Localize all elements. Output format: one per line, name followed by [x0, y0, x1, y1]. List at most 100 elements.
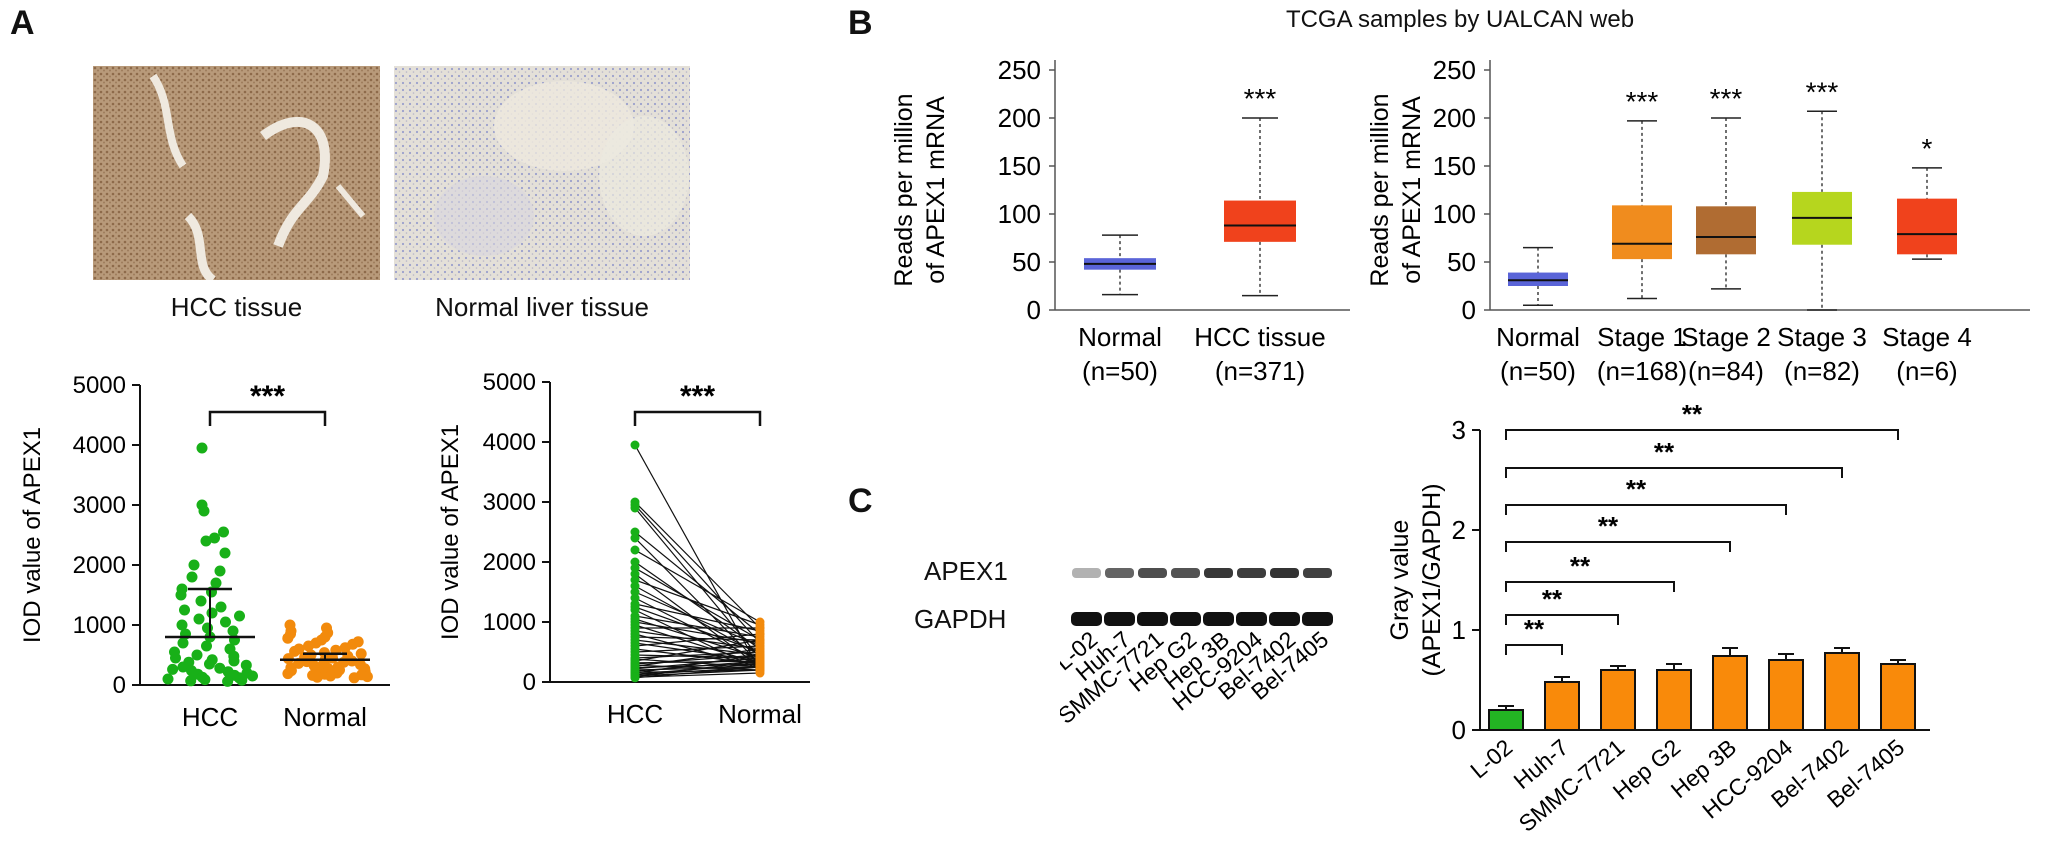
bar — [1712, 655, 1748, 731]
x-category-label: Normal — [283, 702, 367, 732]
data-point — [282, 632, 294, 644]
y-tick-label: 3000 — [73, 492, 126, 519]
significance-bracket — [1505, 614, 1619, 625]
data-point — [204, 658, 215, 670]
y-tick-label: 2000 — [73, 552, 126, 579]
data-point — [303, 640, 314, 652]
hcc-point — [630, 673, 640, 683]
hcc-tissue-caption: HCC tissue — [170, 292, 303, 322]
significance-label: *** — [1710, 83, 1743, 114]
data-point — [191, 649, 203, 661]
data-point — [355, 648, 367, 660]
data-point — [193, 613, 205, 625]
y-tick-label: 5000 — [483, 369, 536, 396]
pair-line — [634, 654, 761, 674]
data-point — [186, 571, 198, 583]
data-point — [188, 559, 200, 571]
iod-paired-chart: 0 1000 2000 3000 4000 5000 IOD value of APEX1 H… — [437, 369, 810, 729]
x-category-n: (n=371) — [1215, 356, 1305, 386]
hcc-point — [630, 440, 640, 450]
pair-line — [634, 561, 761, 650]
x-category-label: Normal — [718, 699, 802, 729]
y-tick-label: 2 — [1452, 515, 1466, 545]
y-tick-label: 0 — [1452, 715, 1466, 745]
significance-label: ** — [1626, 474, 1647, 504]
bar — [1768, 659, 1804, 731]
apex1-band — [1171, 568, 1200, 578]
y-tick-label: 100 — [1433, 199, 1476, 229]
y-tick-label: 50 — [1447, 247, 1476, 277]
x-category-n: (n=6) — [1896, 356, 1957, 386]
y-tick-label: 2000 — [483, 549, 536, 576]
gapdh-band — [1269, 612, 1300, 626]
y-axis-label: IOD value of APEX1 — [437, 424, 464, 640]
ualcan-hcc-boxplot: 0 50 100 150 200 250 Reads per million of APEX1… — [890, 55, 1350, 386]
bar — [1824, 652, 1860, 731]
y-axis-label: Gray value — [1386, 520, 1414, 641]
data-point — [218, 526, 229, 538]
apex1-band — [1270, 568, 1299, 578]
hcc-point — [630, 545, 640, 555]
data-point — [228, 655, 240, 667]
pair-line — [634, 666, 761, 679]
blot-row-gapdh: GAPDH — [914, 604, 1007, 634]
y-tick-label: 250 — [1433, 55, 1476, 85]
significance-label: *** — [680, 380, 715, 413]
data-point — [196, 442, 208, 454]
x-category-label: Normal — [1078, 322, 1162, 352]
y-tick-label: 3 — [1452, 415, 1466, 445]
gapdh-band — [1236, 612, 1267, 626]
y-tick-label: 150 — [1433, 151, 1476, 181]
data-point — [220, 616, 231, 628]
pair-line — [634, 648, 761, 667]
data-point — [185, 675, 197, 687]
pair-line — [634, 549, 761, 623]
data-point — [170, 652, 181, 664]
y-tick-label: 100 — [998, 199, 1041, 229]
significance-label: ** — [1542, 584, 1563, 614]
significance-bracket — [1505, 644, 1563, 655]
apex1-band — [1237, 568, 1266, 578]
pair-line — [634, 579, 761, 626]
data-point — [222, 675, 234, 687]
significance-bracket — [1505, 581, 1675, 592]
y-tick-label: 250 — [998, 55, 1041, 85]
bar — [1544, 681, 1580, 731]
apex1-band — [1105, 568, 1134, 578]
y-axis-label: Reads per million — [1366, 93, 1394, 286]
y-tick-label: 4000 — [483, 429, 536, 456]
data-point — [195, 595, 207, 607]
x-category-label: Normal — [1496, 322, 1580, 352]
hcc-point — [630, 503, 640, 513]
data-point — [177, 661, 189, 673]
gapdh-band — [1302, 612, 1333, 626]
data-point — [177, 637, 189, 649]
significance-label: *** — [250, 380, 285, 413]
significance-label: *** — [1244, 83, 1277, 114]
significance-label: *** — [1626, 86, 1659, 117]
data-point — [206, 607, 218, 619]
apex1-band — [1072, 568, 1101, 578]
x-category-label: Stage 2 — [1681, 322, 1771, 352]
data-point — [247, 670, 258, 682]
normal-liver-tissue-image — [394, 66, 690, 280]
box — [1612, 205, 1672, 260]
x-category-n: (n=84) — [1688, 356, 1764, 386]
data-point — [339, 642, 351, 654]
blot-row-apex1: APEX1 — [924, 556, 1008, 586]
apex1-band — [1303, 568, 1332, 578]
y-tick-label: 200 — [1433, 103, 1476, 133]
pair-line — [634, 660, 761, 678]
significance-label: ** — [1524, 614, 1545, 644]
x-category-label: Stage 3 — [1777, 322, 1867, 352]
y-tick-label: 50 — [1012, 247, 1041, 277]
bar — [1656, 669, 1692, 731]
data-point — [214, 565, 226, 577]
y-axis-label: of APEX1 mRNA — [922, 96, 950, 284]
pair-line — [634, 606, 761, 653]
apex1-band — [1138, 568, 1167, 578]
y-tick-label: 0 — [113, 672, 126, 699]
panel-letter-a: A — [10, 4, 35, 42]
pair-line — [634, 636, 761, 641]
